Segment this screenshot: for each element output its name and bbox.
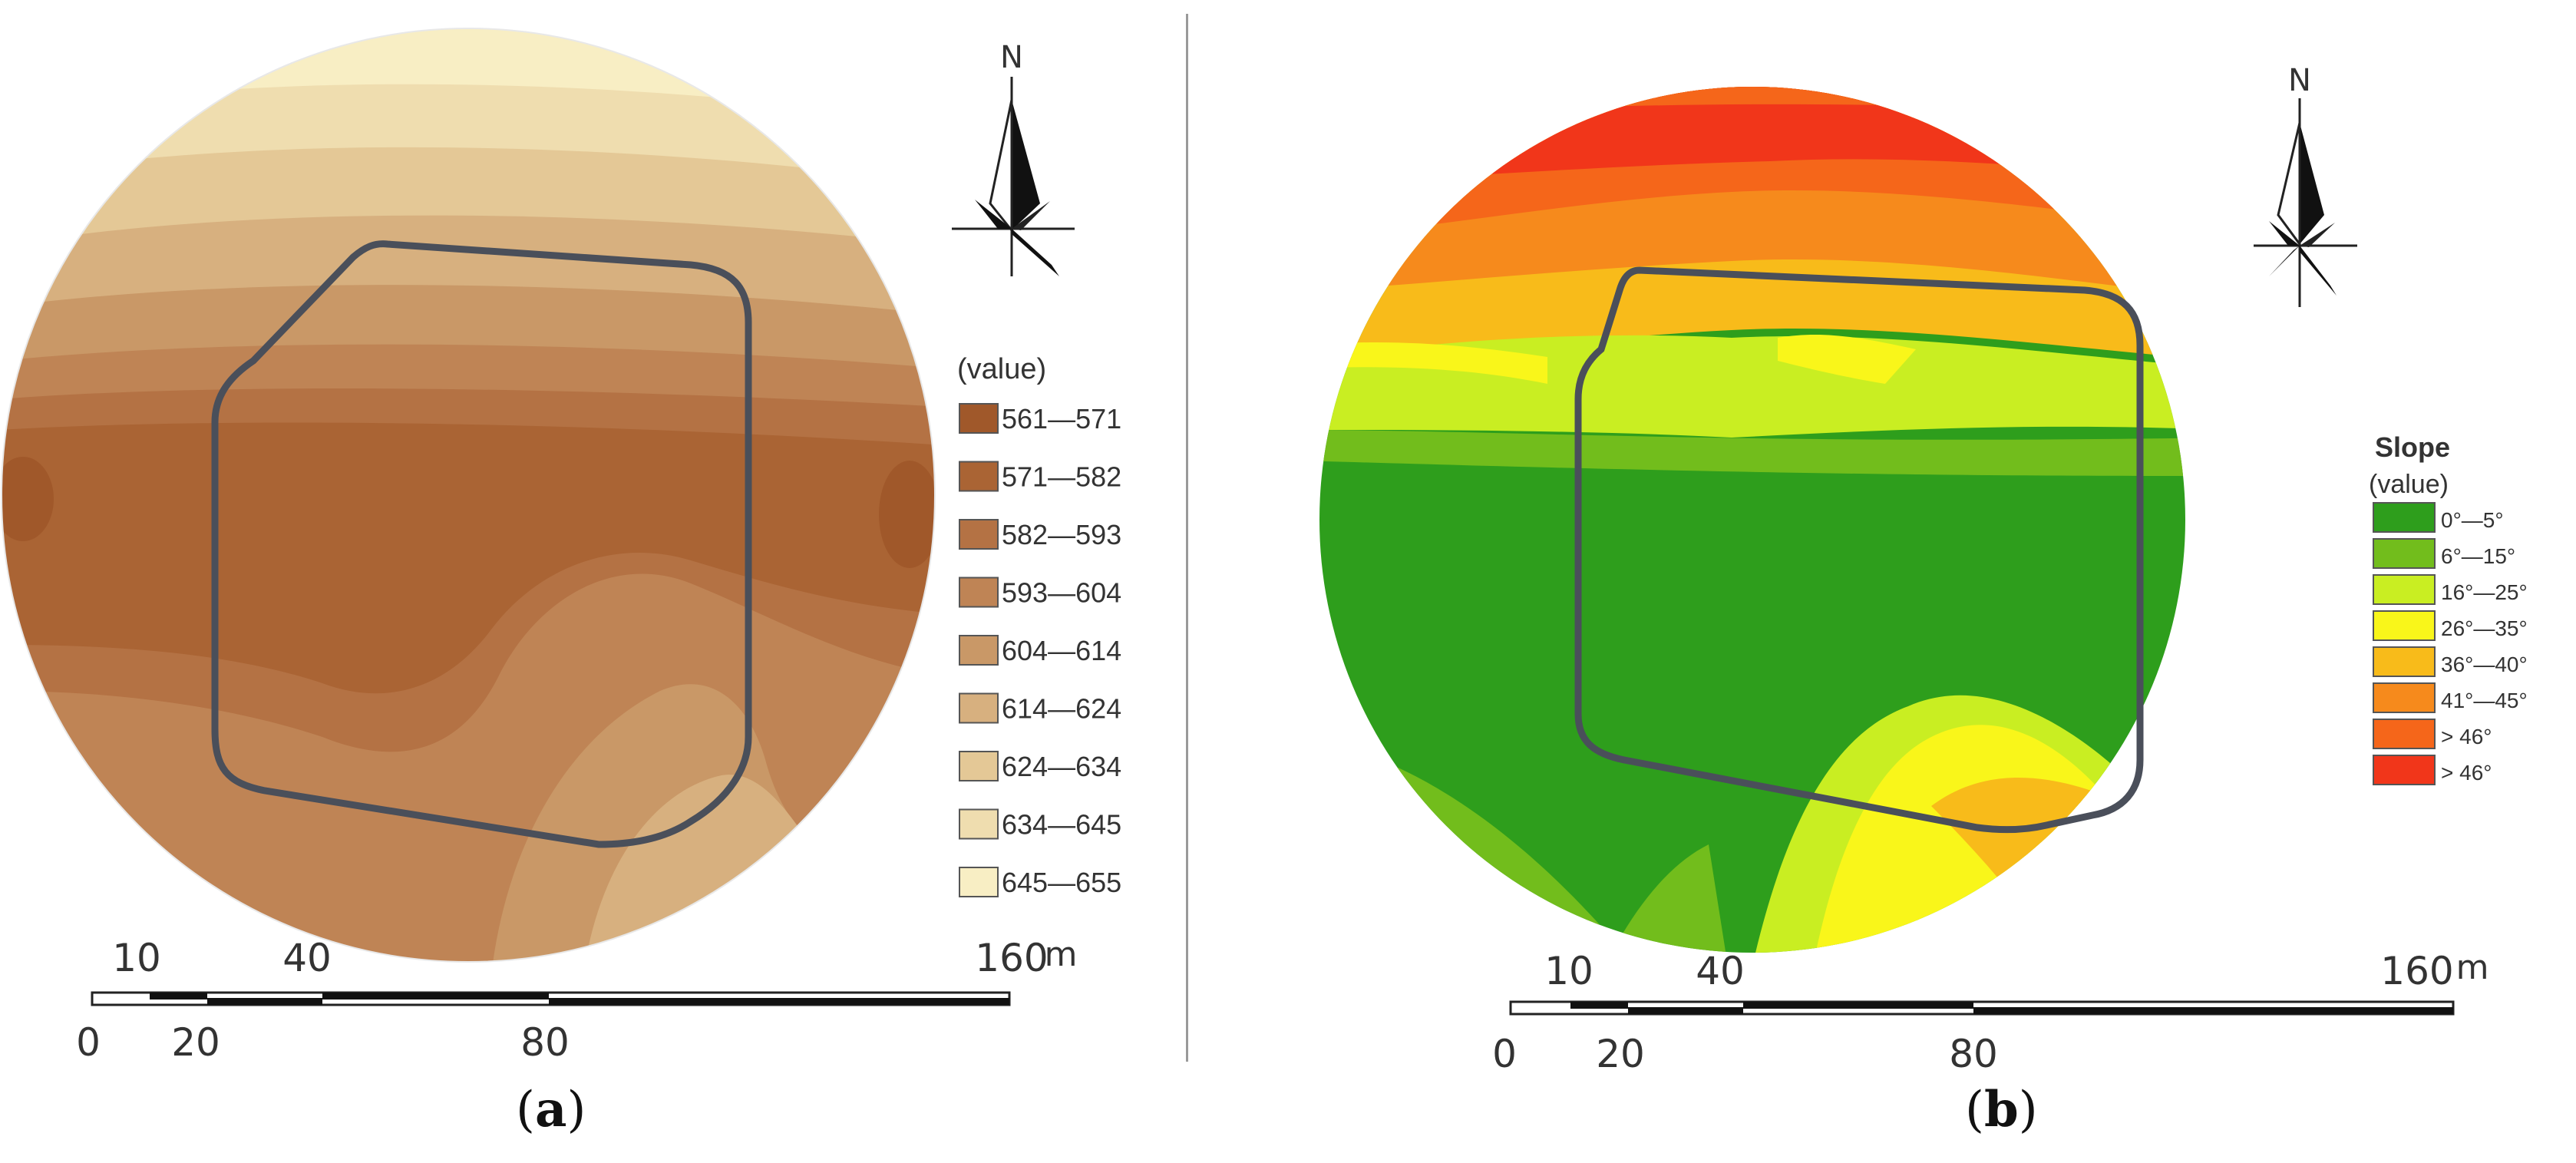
svg-text:20: 20	[171, 1020, 220, 1065]
legend-swatch	[2373, 502, 2436, 533]
panel-elevation-map: N (value) 561—571 571—582 582—593 593—604 60…	[0, 0, 1186, 1163]
svg-text:10: 10	[1544, 949, 1593, 993]
legend-item-label: 36°—40°	[2441, 653, 2528, 676]
north-arrow-icon: N	[952, 40, 1075, 276]
legend-item-label: > 46°	[2441, 725, 2492, 748]
north-arrow-icon: N	[2254, 63, 2357, 307]
legend-item-label: 6°—15°	[2441, 544, 2515, 568]
elevation-legend: (value) 561—571 571—582 582—593 593—604 604—…	[957, 353, 1121, 898]
slope-legend: Slope (value) 0°—5° 6°—15° 16°—25° 26°—35° 3…	[2369, 431, 2528, 785]
legend-item-label: 582—593	[1002, 519, 1121, 550]
legend-title: Slope	[2375, 431, 2450, 463]
legend-swatch	[2373, 682, 2436, 713]
elevation-surface	[2, 28, 935, 962]
scale-bar: 10 40 160 m 0 20 80	[1492, 948, 2488, 1076]
svg-text:160: 160	[2380, 949, 2453, 993]
legend-swatch	[959, 635, 999, 666]
panel-slope-map: N Slope (value) 0°—5° 6°—15° 16°—25° 26°—35…	[1194, 0, 2576, 1163]
svg-text:0: 0	[76, 1020, 101, 1065]
slope-map-svg: N Slope (value) 0°—5° 6°—15° 16°—25° 26°—35…	[1319, 63, 2528, 1076]
svg-text:m: m	[1045, 935, 1078, 974]
legend-item-label: 16°—25°	[2441, 580, 2528, 604]
svg-text:160: 160	[975, 936, 1048, 980]
panel-divider	[1186, 14, 1188, 1062]
legend-swatch	[2373, 755, 2436, 785]
site-boundary	[211, 240, 752, 848]
legend-item-label: 604—614	[1002, 635, 1121, 666]
site-boundary	[1574, 266, 2144, 834]
svg-text:m: m	[2456, 948, 2489, 987]
svg-text:80: 80	[520, 1020, 570, 1065]
legend-item-label: 614—624	[1002, 693, 1121, 725]
legend-swatch	[959, 808, 999, 840]
legend-item-label: 634—645	[1002, 809, 1121, 841]
legend-item-label: 593—604	[1002, 577, 1121, 609]
legend-swatch	[2373, 538, 2436, 569]
legend-unit-label: (value)	[957, 353, 1046, 385]
svg-text:20: 20	[1596, 1032, 1645, 1076]
legend-swatch	[959, 461, 999, 492]
legend-swatch	[2373, 719, 2436, 749]
caption-a: (a)	[516, 1081, 586, 1138]
svg-text:0: 0	[1492, 1032, 1517, 1076]
legend-swatch	[959, 403, 999, 434]
scale-bar: 10 40 160 m 0 20 80	[76, 935, 1077, 1065]
legend-item-label: 624—634	[1002, 751, 1121, 782]
legend-item-label: 26°—35°	[2441, 616, 2528, 640]
elevation-map-svg: N (value) 561—571 571—582 582—593 593—604 60…	[1, 28, 1121, 1065]
legend-swatch	[959, 519, 999, 550]
legend-item-label: 41°—45°	[2441, 689, 2528, 712]
slope-surface	[1319, 87, 2185, 953]
legend-unit-label: (value)	[2369, 470, 2449, 499]
svg-text:80: 80	[1949, 1032, 1998, 1076]
svg-text:10: 10	[112, 936, 161, 980]
legend-swatch	[2373, 574, 2436, 605]
legend-item-label: 571—582	[1002, 461, 1121, 493]
legend-swatch	[2373, 646, 2436, 677]
svg-text:40: 40	[1696, 949, 1745, 993]
legend-item-label: 561—571	[1002, 403, 1121, 434]
legend-item-label: 0°—5°	[2441, 508, 2504, 532]
caption-b: (b)	[1965, 1081, 2038, 1138]
legend-swatch	[959, 867, 999, 897]
legend-item-label: 645—655	[1002, 867, 1121, 898]
legend-swatch	[959, 577, 999, 608]
legend-item-label: > 46°	[2441, 761, 2492, 785]
legend-swatch	[2373, 610, 2436, 641]
svg-text:N: N	[1000, 40, 1023, 75]
svg-text:40: 40	[282, 936, 332, 980]
svg-text:N: N	[2288, 63, 2311, 98]
legend-swatch	[959, 692, 999, 724]
legend-swatch	[959, 751, 999, 781]
